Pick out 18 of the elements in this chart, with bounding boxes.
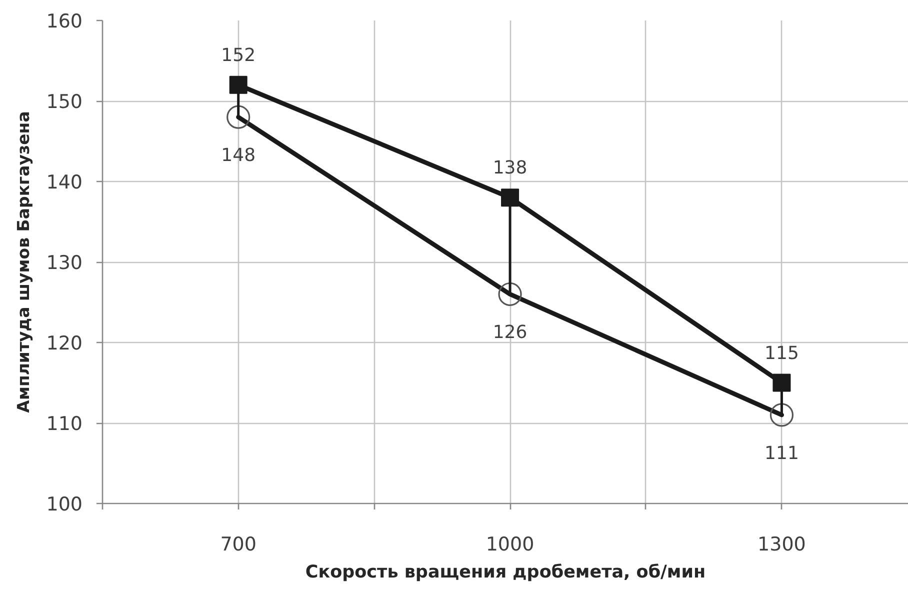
data-label: 111 [764,442,799,464]
y-tick-label: 130 [46,252,82,274]
data-label: 126 [492,322,528,344]
data-label: 148 [221,145,256,166]
data-label: 152 [221,44,256,66]
x-tick-label: 1000 [486,534,534,556]
y-tick-label: 110 [46,413,82,435]
x-axis-title: Скорость вращения дробемета, об/мин [305,562,706,582]
y-tick-label: 160 [46,10,82,32]
y-axis-title: Амплитуда шумов Баркгаузена [14,111,34,413]
y-tick-label: 120 [46,332,82,354]
x-tick-label: 1300 [758,534,806,556]
data-label: 138 [492,158,528,179]
y-tick-label: 100 [46,494,82,516]
y-tick-label: 150 [46,91,82,113]
x-tick-label: 700 [220,534,256,556]
data-label: 115 [764,342,799,364]
y-tick-label: 140 [46,172,82,194]
